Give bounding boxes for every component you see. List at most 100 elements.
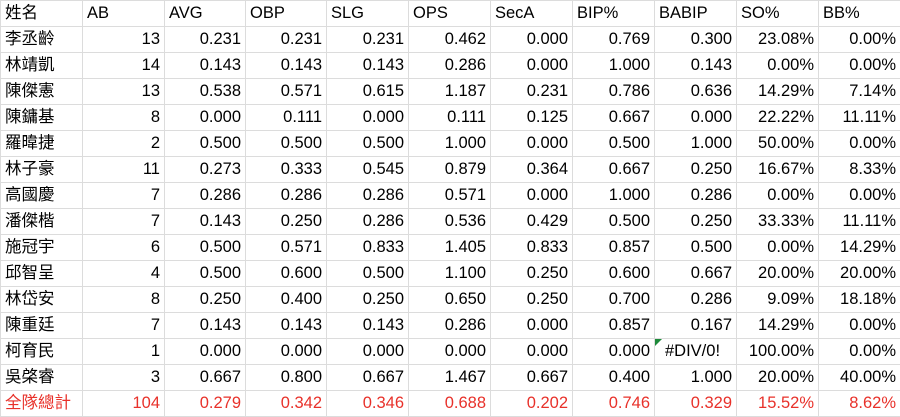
stat-cell: 0.286 — [327, 183, 409, 209]
total-label: 全隊總計 — [1, 391, 83, 417]
stat-cell: 0.500 — [573, 209, 655, 235]
stat-cell: 8 — [83, 287, 165, 313]
stat-cell: 0.667 — [491, 365, 573, 391]
stat-cell: 16.67% — [737, 157, 819, 183]
stat-cell: 0.143 — [327, 53, 409, 79]
stat-cell: 0.000 — [655, 105, 737, 131]
header-cell: BB% — [819, 1, 900, 27]
stat-cell: 0.667 — [655, 261, 737, 287]
stat-cell: 22.22% — [737, 105, 819, 131]
stat-cell: 0.000 — [491, 131, 573, 157]
stat-cell: 0.167 — [655, 313, 737, 339]
stat-cell: 7 — [83, 313, 165, 339]
stat-cell: 0.500 — [327, 131, 409, 157]
stat-cell: 0.286 — [655, 287, 737, 313]
stat-cell: 18.18% — [819, 287, 900, 313]
stat-cell: 9.09% — [737, 287, 819, 313]
stat-cell: 0.00% — [737, 235, 819, 261]
player-name: 陳鏞基 — [1, 105, 83, 131]
total-cell: 0.279 — [165, 391, 246, 417]
stat-cell: 0.500 — [327, 261, 409, 287]
stat-cell: 14.29% — [737, 79, 819, 105]
stat-cell: 0.00% — [819, 313, 900, 339]
stat-cell: 0.250 — [491, 261, 573, 287]
stat-cell: 7 — [83, 183, 165, 209]
stat-cell: 0.000 — [491, 27, 573, 53]
player-name: 陳重廷 — [1, 313, 83, 339]
stat-cell: 0.143 — [655, 53, 737, 79]
stat-cell: 0.111 — [246, 105, 327, 131]
stat-cell: 0.231 — [246, 27, 327, 53]
total-cell: 104 — [83, 391, 165, 417]
stat-cell: 0.786 — [573, 79, 655, 105]
stat-cell: 1.000 — [573, 183, 655, 209]
total-cell: 0.202 — [491, 391, 573, 417]
stat-cell: 0.000 — [491, 313, 573, 339]
stat-cell: 20.00% — [819, 261, 900, 287]
stat-cell: 2 — [83, 131, 165, 157]
stat-cell: 0.429 — [491, 209, 573, 235]
stat-cell: 0.143 — [246, 53, 327, 79]
stat-cell: 0.571 — [246, 79, 327, 105]
stat-cell: 0.462 — [409, 27, 491, 53]
stat-cell: 0.500 — [165, 131, 246, 157]
player-name: 潘傑楷 — [1, 209, 83, 235]
stat-cell: 3 — [83, 365, 165, 391]
player-name: 柯育民 — [1, 339, 83, 365]
stat-cell: 0.231 — [491, 79, 573, 105]
stat-cell: 0.800 — [246, 365, 327, 391]
stat-cell: 0.143 — [165, 209, 246, 235]
player-name: 邱智呈 — [1, 261, 83, 287]
header-cell: BIP% — [573, 1, 655, 27]
stat-cell: 8 — [83, 105, 165, 131]
stat-cell: 0.000 — [573, 339, 655, 365]
stat-cell: 0.111 — [409, 105, 491, 131]
stat-cell: 0.536 — [409, 209, 491, 235]
stat-cell: 0.600 — [246, 261, 327, 287]
stat-cell: 0.571 — [246, 235, 327, 261]
stat-cell: 1.000 — [655, 365, 737, 391]
stat-cell: 0.143 — [246, 313, 327, 339]
stat-cell: 0.286 — [409, 313, 491, 339]
stat-cell: #DIV/0! — [655, 339, 737, 365]
stat-cell: 0.500 — [165, 235, 246, 261]
player-name: 陳傑憲 — [1, 79, 83, 105]
stat-cell: 0.857 — [573, 235, 655, 261]
stat-cell: 0.273 — [165, 157, 246, 183]
stat-cell: 0.231 — [327, 27, 409, 53]
stat-cell: 0.250 — [491, 287, 573, 313]
stat-cell: 50.00% — [737, 131, 819, 157]
player-name: 吳棨睿 — [1, 365, 83, 391]
stat-cell: 0.143 — [327, 313, 409, 339]
stat-cell: 0.000 — [165, 105, 246, 131]
stat-cell: 0.500 — [165, 261, 246, 287]
stat-cell: 0.538 — [165, 79, 246, 105]
stat-cell: 0.143 — [165, 53, 246, 79]
header-cell: OBP — [246, 1, 327, 27]
stat-cell: 0.833 — [491, 235, 573, 261]
stat-cell: 23.08% — [737, 27, 819, 53]
stat-cell: 0.667 — [573, 105, 655, 131]
stat-cell: 1.187 — [409, 79, 491, 105]
stat-cell: 0.615 — [327, 79, 409, 105]
header-cell: AVG — [165, 1, 246, 27]
stat-cell: 0.600 — [573, 261, 655, 287]
stat-cell: 0.000 — [165, 339, 246, 365]
stat-cell: 0.286 — [655, 183, 737, 209]
stat-cell: 0.00% — [819, 339, 900, 365]
stat-cell: 0.857 — [573, 313, 655, 339]
stat-cell: 0.364 — [491, 157, 573, 183]
stat-cell: 33.33% — [737, 209, 819, 235]
stat-cell: 0.400 — [573, 365, 655, 391]
stat-cell: 11.11% — [819, 209, 900, 235]
total-cell: 0.346 — [327, 391, 409, 417]
